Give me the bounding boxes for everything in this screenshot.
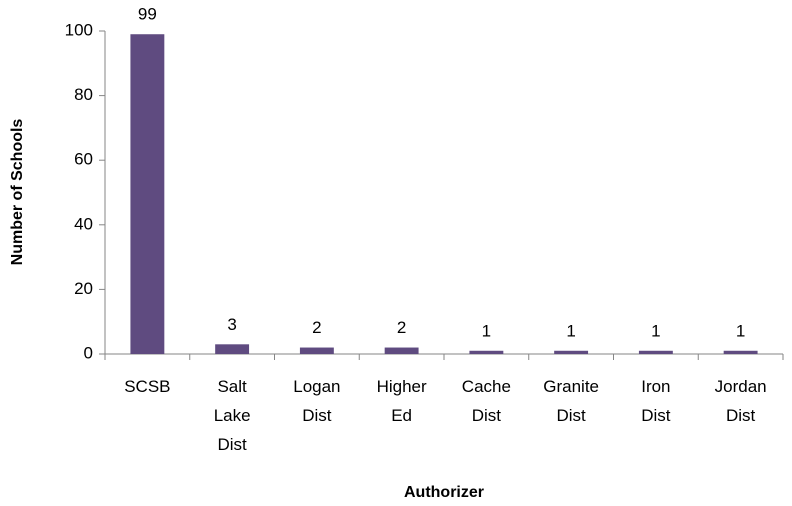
data-label: 1	[482, 321, 491, 340]
x-tick-label: Iron Dist	[641, 377, 671, 425]
x-tick-label: Jordan Dist	[715, 377, 767, 425]
data-label: 1	[651, 321, 660, 340]
bar	[299, 347, 334, 354]
x-tick-label: SCSB	[124, 377, 170, 396]
y-tick-label: 40	[74, 214, 93, 233]
x-tick-label: Higher Ed	[377, 377, 427, 425]
bar	[554, 350, 589, 354]
y-axis-title: Number of Schools	[9, 119, 26, 266]
y-tick-label: 0	[84, 343, 93, 362]
x-tick-label: Cache Dist	[462, 377, 511, 425]
x-tick-label: Logan Dist	[293, 377, 340, 425]
data-label: 99	[138, 5, 157, 24]
data-label: 1	[566, 321, 575, 340]
y-tick-label: 100	[65, 20, 93, 39]
data-label: 2	[312, 318, 321, 337]
x-tick-label: Granite Dist	[543, 377, 599, 425]
y-tick-label: 80	[74, 85, 93, 104]
bar	[638, 350, 673, 354]
y-tick-label: 60	[74, 150, 93, 169]
bar	[469, 350, 504, 354]
bar	[215, 344, 250, 354]
x-tick-label: Salt Lake Dist	[214, 377, 251, 454]
bar	[130, 34, 165, 354]
y-tick-label: 20	[74, 279, 93, 298]
data-label: 1	[736, 321, 745, 340]
bar	[384, 347, 419, 354]
data-label: 2	[397, 318, 406, 337]
bar	[723, 350, 758, 354]
x-axis-title: Authorizer	[404, 484, 484, 501]
data-label: 3	[227, 315, 236, 334]
